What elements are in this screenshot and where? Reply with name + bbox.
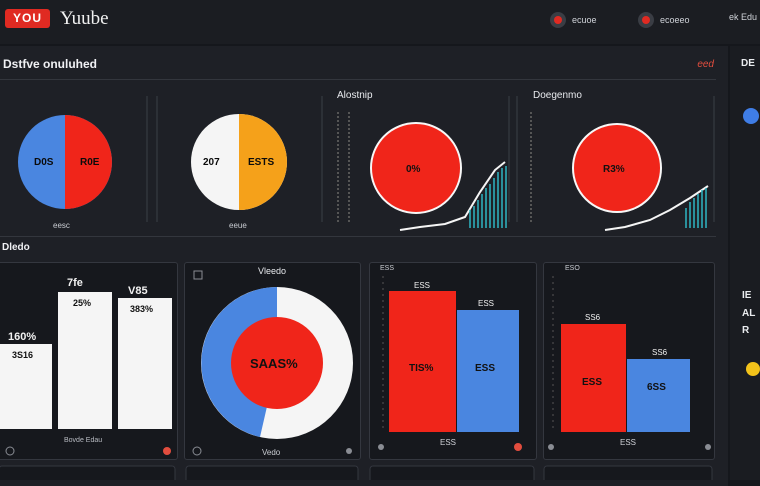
bar3-top: V85 bbox=[128, 285, 148, 297]
pie1-left-label: D0S bbox=[34, 157, 54, 168]
bar-red-label: TIS% bbox=[409, 363, 434, 374]
bar bbox=[0, 344, 52, 429]
bar-chart-2-caption: ESS bbox=[440, 438, 456, 447]
card-partial bbox=[0, 465, 176, 480]
bar-blue-top: ESS bbox=[478, 299, 494, 308]
bar1-sub: 3S16 bbox=[12, 350, 33, 360]
pie2-left-label: 207 bbox=[203, 157, 220, 168]
bar bbox=[118, 298, 172, 429]
overview-title: Dstfve onuluhed bbox=[3, 57, 98, 71]
gauge1-value: 0% bbox=[406, 164, 421, 175]
gauge1-circle bbox=[370, 122, 462, 214]
bar-chart-2: ESS ESS TIS% ESS ESS ESS bbox=[378, 265, 522, 451]
alert-icon[interactable] bbox=[514, 443, 522, 451]
pie2-right-label: ESTS bbox=[248, 157, 274, 168]
more-icon[interactable] bbox=[346, 448, 352, 454]
bar-chart-1: 160% 3S16 7fe 25% V85 383% Bovde Edau bbox=[0, 277, 172, 456]
pie1-right-label: R0E bbox=[80, 157, 100, 168]
bar-chart-2-header: ESS bbox=[380, 265, 394, 272]
card-partial bbox=[369, 465, 535, 480]
bar-blue-top: SS6 bbox=[652, 348, 668, 357]
menu-icon[interactable] bbox=[193, 270, 203, 280]
info-icon[interactable] bbox=[548, 444, 554, 450]
bar-red-label: ESS bbox=[582, 377, 602, 388]
pie1-caption: eesc bbox=[53, 221, 70, 230]
bar2-top: 7fe bbox=[67, 277, 83, 289]
pie-slice-red bbox=[65, 115, 112, 209]
rail-title: DE bbox=[741, 58, 755, 69]
bar-chart-3-header: ESO bbox=[565, 265, 580, 272]
nav-label: ecuoe bbox=[572, 15, 597, 25]
bar-red bbox=[389, 291, 456, 432]
pie2-caption: eeue bbox=[229, 221, 247, 230]
bar3-label: 383% bbox=[130, 304, 153, 314]
gauge2-title: Doegenmo bbox=[533, 90, 582, 101]
pie-chart-2: 207 ESTS eeue bbox=[191, 114, 287, 230]
bar-red-top: ESS bbox=[414, 281, 430, 290]
bar2-label: 25% bbox=[73, 298, 91, 308]
nav-item-1[interactable]: ecuoe bbox=[550, 12, 597, 28]
pie-slice-orange bbox=[239, 114, 287, 210]
donut-chart: Vleedo SAAS% Vedo bbox=[192, 266, 353, 457]
details-charts: 160% 3S16 7fe 25% V85 383% Bovde Edau Vl… bbox=[0, 265, 713, 480]
rail-label: R bbox=[742, 325, 750, 336]
spark-bars bbox=[685, 188, 707, 228]
gauge1-title: Alostnip bbox=[337, 90, 373, 101]
gauge2-value: R3% bbox=[603, 164, 625, 175]
bar1-label: 160% bbox=[8, 331, 36, 343]
overview-alert[interactable]: eed bbox=[697, 59, 714, 70]
gauge-chart-1: Alostnip 0% bbox=[337, 90, 507, 231]
card-partial bbox=[543, 465, 713, 480]
nav-item-2[interactable]: ecoeeo bbox=[638, 12, 690, 28]
rail-label: AL bbox=[742, 308, 756, 319]
bar-blue bbox=[457, 310, 519, 432]
bar-red bbox=[561, 324, 626, 432]
nav-item-3[interactable]: ek Edu bbox=[729, 12, 757, 22]
nav-label: ek Edu bbox=[729, 12, 758, 22]
info-icon[interactable] bbox=[5, 446, 15, 456]
divider bbox=[0, 236, 716, 237]
bar-blue-label: ESS bbox=[475, 363, 495, 374]
bar-chart-3-caption: ESS bbox=[620, 438, 636, 447]
divider bbox=[0, 79, 716, 80]
more-icon[interactable] bbox=[705, 444, 711, 450]
donut-value: SAAS% bbox=[250, 356, 298, 371]
spark-bars bbox=[469, 166, 507, 228]
gauge2-circle bbox=[572, 123, 662, 213]
logo-icon[interactable]: YOU bbox=[5, 9, 50, 28]
bar bbox=[58, 292, 112, 429]
bar-red-top: SS6 bbox=[585, 313, 601, 322]
pie-chart-1: D0S R0E eesc bbox=[18, 115, 112, 230]
gauge-chart-2: Doegenmo R3% bbox=[533, 90, 709, 231]
blue-dot-icon[interactable] bbox=[743, 108, 759, 124]
right-rail: DE IE AL R bbox=[730, 46, 760, 480]
bar-chart-3: ESO SS6 ESS SS6 6SS ESS bbox=[548, 265, 711, 450]
info-icon[interactable] bbox=[192, 446, 202, 456]
donut-caption: Vedo bbox=[262, 448, 281, 457]
bar-blue-label: 6SS bbox=[647, 382, 666, 393]
card-partial bbox=[185, 465, 359, 480]
nav-label: ecoeeo bbox=[660, 15, 690, 25]
top-bar: YOU Yuube ecuoe ecoeeo ek Edu bbox=[0, 0, 760, 44]
trend-line bbox=[604, 185, 709, 231]
bar-chart-caption: Bovde Edau bbox=[64, 437, 102, 444]
yellow-dot-icon[interactable] bbox=[746, 362, 760, 376]
rail-label: IE bbox=[742, 290, 752, 301]
bar-blue bbox=[627, 359, 690, 432]
info-icon[interactable] bbox=[378, 444, 384, 450]
details-title: Dledo bbox=[2, 242, 30, 253]
app-title: Yuube bbox=[60, 8, 109, 29]
avatar-icon bbox=[550, 12, 566, 28]
donut-center bbox=[231, 317, 323, 409]
trend-line bbox=[399, 161, 506, 231]
alert-icon[interactable] bbox=[163, 447, 171, 455]
avatar-icon bbox=[638, 12, 654, 28]
donut-title: Vleedo bbox=[258, 266, 286, 276]
overview-charts: D0S R0E eesc 207 ESTS eeue Alostnip 0% D… bbox=[18, 90, 715, 231]
